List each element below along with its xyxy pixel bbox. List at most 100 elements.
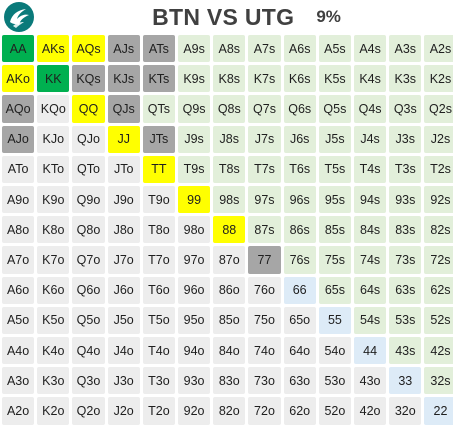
hand-cell[interactable]: A3s: [389, 35, 422, 63]
hand-cell[interactable]: 32s: [424, 367, 453, 395]
hand-cell[interactable]: 76o: [248, 276, 281, 304]
hand-cell[interactable]: K5o: [37, 306, 70, 334]
hand-cell[interactable]: AA: [2, 35, 35, 63]
hand-cell[interactable]: Q7o: [72, 246, 105, 274]
hand-cell[interactable]: QJo: [72, 125, 105, 153]
hand-cell[interactable]: Q8o: [72, 216, 105, 244]
hand-cell[interactable]: J9o: [107, 186, 140, 214]
hand-cell[interactable]: 97o: [178, 246, 211, 274]
hand-cell[interactable]: T9s: [178, 155, 211, 183]
hand-cell[interactable]: KK: [37, 65, 70, 93]
hand-cell[interactable]: 55: [318, 306, 351, 334]
hand-cell[interactable]: 99: [178, 186, 211, 214]
hand-cell[interactable]: J7s: [248, 125, 281, 153]
hand-cell[interactable]: 52s: [424, 306, 453, 334]
hand-cell[interactable]: Q8s: [213, 95, 246, 123]
hand-cell[interactable]: K4s: [354, 65, 387, 93]
hand-cell[interactable]: 95o: [178, 306, 211, 334]
hand-cell[interactable]: 73s: [389, 246, 422, 274]
hand-cell[interactable]: 22: [424, 397, 453, 425]
hand-cell[interactable]: 86o: [213, 276, 246, 304]
hand-cell[interactable]: T8o: [142, 216, 175, 244]
hand-cell[interactable]: Q4o: [72, 337, 105, 365]
hand-cell[interactable]: 96s: [283, 186, 316, 214]
hand-cell[interactable]: QQ: [72, 95, 105, 123]
hand-cell[interactable]: JTs: [142, 125, 175, 153]
hand-cell[interactable]: Q6s: [283, 95, 316, 123]
hand-cell[interactable]: KJo: [37, 125, 70, 153]
hand-cell[interactable]: AKo: [2, 65, 35, 93]
hand-cell[interactable]: J9s: [178, 125, 211, 153]
hand-cell[interactable]: 73o: [248, 367, 281, 395]
hand-cell[interactable]: A9s: [178, 35, 211, 63]
hand-cell[interactable]: 53o: [318, 367, 351, 395]
hand-cell[interactable]: QTo: [72, 155, 105, 183]
hand-cell[interactable]: T9o: [142, 186, 175, 214]
hand-cell[interactable]: 98s: [213, 186, 246, 214]
hand-cell[interactable]: 98o: [178, 216, 211, 244]
hand-cell[interactable]: K2s: [424, 65, 453, 93]
hand-cell[interactable]: J2o: [107, 397, 140, 425]
hand-cell[interactable]: KJs: [107, 65, 140, 93]
hand-cell[interactable]: A7s: [248, 35, 281, 63]
hand-cell[interactable]: 72s: [424, 246, 453, 274]
hand-cell[interactable]: K7s: [248, 65, 281, 93]
hand-cell[interactable]: Q6o: [72, 276, 105, 304]
hand-cell[interactable]: 44: [354, 337, 387, 365]
hand-cell[interactable]: QJs: [107, 95, 140, 123]
hand-cell[interactable]: 75o: [248, 306, 281, 334]
hand-cell[interactable]: 84s: [354, 216, 387, 244]
hand-cell[interactable]: Q3s: [389, 95, 422, 123]
hand-cell[interactable]: Q4s: [354, 95, 387, 123]
hand-cell[interactable]: 83s: [389, 216, 422, 244]
hand-cell[interactable]: A8o: [2, 216, 35, 244]
hand-cell[interactable]: 76s: [283, 246, 316, 274]
hand-cell[interactable]: 72o: [248, 397, 281, 425]
hand-cell[interactable]: 63s: [389, 276, 422, 304]
hand-cell[interactable]: T3s: [389, 155, 422, 183]
hand-cell[interactable]: Q7s: [248, 95, 281, 123]
hand-cell[interactable]: 62o: [283, 397, 316, 425]
hand-cell[interactable]: 75s: [318, 246, 351, 274]
hand-cell[interactable]: T8s: [213, 155, 246, 183]
hand-cell[interactable]: 42s: [424, 337, 453, 365]
hand-cell[interactable]: K3o: [37, 367, 70, 395]
hand-cell[interactable]: JJ: [107, 125, 140, 153]
hand-cell[interactable]: 52o: [318, 397, 351, 425]
hand-cell[interactable]: 85s: [318, 216, 351, 244]
hand-cell[interactable]: 95s: [318, 186, 351, 214]
hand-cell[interactable]: 33: [389, 367, 422, 395]
hand-cell[interactable]: Q2s: [424, 95, 453, 123]
hand-cell[interactable]: AKs: [37, 35, 70, 63]
hand-cell[interactable]: 32o: [389, 397, 422, 425]
hand-cell[interactable]: 43s: [389, 337, 422, 365]
hand-cell[interactable]: T3o: [142, 367, 175, 395]
hand-cell[interactable]: T7o: [142, 246, 175, 274]
hand-cell[interactable]: 82s: [424, 216, 453, 244]
hand-cell[interactable]: 64o: [283, 337, 316, 365]
hand-cell[interactable]: T5o: [142, 306, 175, 334]
hand-cell[interactable]: Q3o: [72, 367, 105, 395]
hand-cell[interactable]: T4s: [354, 155, 387, 183]
hand-cell[interactable]: 84o: [213, 337, 246, 365]
hand-cell[interactable]: T5s: [318, 155, 351, 183]
hand-cell[interactable]: A4s: [354, 35, 387, 63]
hand-cell[interactable]: J4s: [354, 125, 387, 153]
hand-cell[interactable]: A6s: [283, 35, 316, 63]
hand-cell[interactable]: A9o: [2, 186, 35, 214]
hand-cell[interactable]: 92o: [178, 397, 211, 425]
hand-cell[interactable]: 85o: [213, 306, 246, 334]
hand-cell[interactable]: 65s: [318, 276, 351, 304]
hand-cell[interactable]: 88: [213, 216, 246, 244]
hand-cell[interactable]: 93o: [178, 367, 211, 395]
hand-cell[interactable]: K8s: [213, 65, 246, 93]
hand-cell[interactable]: 77: [248, 246, 281, 274]
hand-cell[interactable]: A4o: [2, 337, 35, 365]
hand-cell[interactable]: J3s: [389, 125, 422, 153]
hand-cell[interactable]: A6o: [2, 276, 35, 304]
hand-cell[interactable]: 97s: [248, 186, 281, 214]
hand-cell[interactable]: JTo: [107, 155, 140, 183]
hand-cell[interactable]: Q9o: [72, 186, 105, 214]
hand-cell[interactable]: ATo: [2, 155, 35, 183]
hand-cell[interactable]: K8o: [37, 216, 70, 244]
